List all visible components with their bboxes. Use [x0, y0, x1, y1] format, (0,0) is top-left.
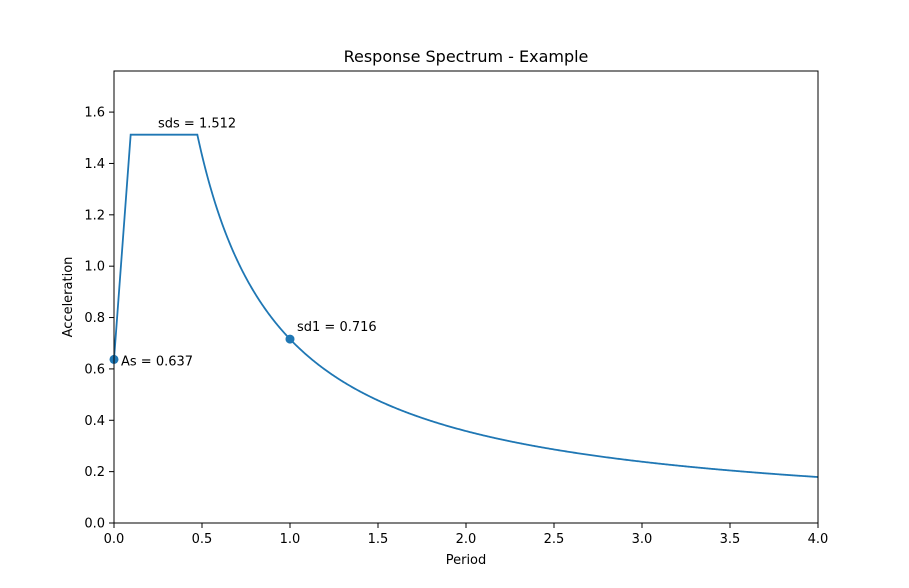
y-tick-label-3: 0.6	[84, 362, 105, 377]
x-tick-label-5: 2.5	[544, 532, 565, 547]
y-tick-label-7: 1.4	[84, 157, 105, 172]
x-tick-label-0: 0.0	[104, 532, 125, 547]
y-axis: 0.0 0.2 0.4 0.6 0.8 1.0 1.2 1.4 1.6	[84, 106, 114, 532]
x-tick-label-8: 4.0	[808, 532, 829, 547]
x-tick-label-6: 3.0	[632, 532, 653, 547]
data-point-1	[285, 334, 295, 344]
y-tick-label-2: 0.4	[84, 414, 105, 429]
y-tick-label-4: 0.8	[84, 311, 105, 326]
y-tick-label-8: 1.6	[84, 106, 105, 121]
x-tick-label-3: 1.5	[368, 532, 389, 547]
spectrum-line	[113, 133, 819, 478]
y-tick-label-5: 1.0	[84, 260, 105, 275]
x-tick-label-2: 1.0	[280, 532, 301, 547]
y-tick-label-0: 0.0	[84, 517, 105, 532]
chart-title: Response Spectrum - Example	[344, 47, 589, 66]
annotation-2: sd1 = 0.716	[297, 320, 377, 335]
plot-area: As = 0.637 sds = 1.512 sd1 = 0.716	[109, 70, 819, 524]
y-tick-label-1: 0.2	[84, 465, 105, 480]
plot-frame	[113, 70, 819, 524]
x-axis: 0.0 0.5 1.0 1.5 2.0 2.5 3.0 3.5 4.0	[104, 523, 829, 547]
x-tick-label-4: 2.0	[456, 532, 477, 547]
annotation-0: As = 0.637	[121, 354, 193, 369]
annotations-layer: As = 0.637 sds = 1.512 sd1 = 0.716	[121, 117, 377, 370]
y-axis-label: Acceleration	[61, 257, 76, 338]
x-tick-label-1: 0.5	[192, 532, 213, 547]
x-tick-label-7: 3.5	[720, 532, 741, 547]
y-tick-label-6: 1.2	[84, 208, 105, 223]
annotation-1: sds = 1.512	[158, 117, 236, 132]
x-axis-label: Period	[446, 553, 487, 568]
